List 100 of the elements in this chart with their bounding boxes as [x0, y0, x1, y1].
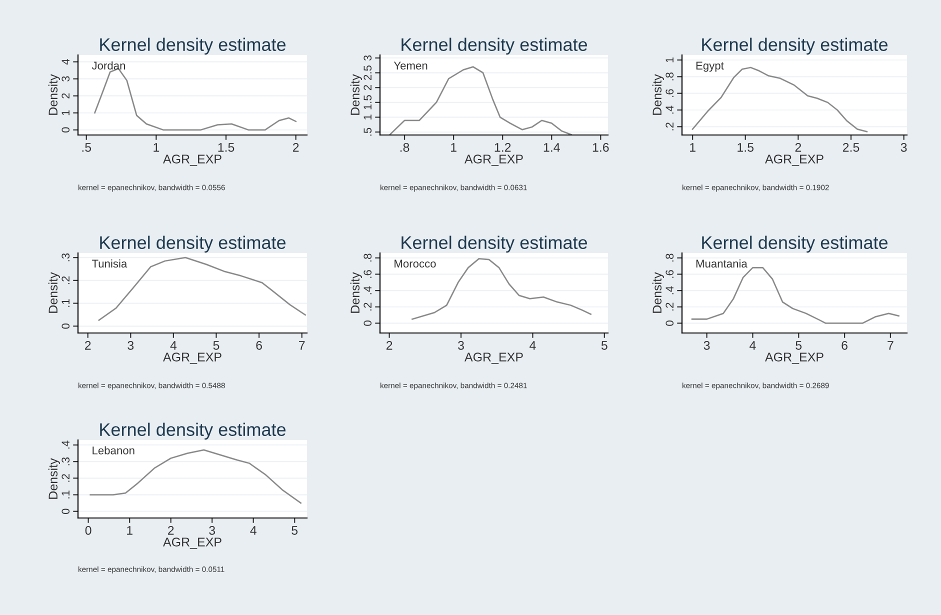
annotation: Tunisia	[92, 259, 128, 268]
x-tick-label: 1	[451, 143, 456, 152]
x-tick-label: 3	[704, 340, 710, 350]
y-tick-label: 3	[364, 55, 372, 61]
y-tick-label: 2	[364, 85, 372, 90]
x-tick-label: 4	[530, 341, 536, 350]
y-tick-label: 2	[62, 93, 70, 98]
x-tick-label: 3	[900, 142, 907, 152]
x-axis-title: AGR_EXP	[765, 352, 824, 364]
y-tick-label: 1.5	[364, 95, 372, 110]
y-tick-label: .2	[364, 302, 372, 310]
y-tick-label: .1	[62, 299, 70, 307]
y-tick-label: 1	[62, 110, 70, 116]
x-tick-label: 2.5	[842, 142, 860, 152]
y-axis-title: Density	[48, 272, 60, 313]
line-series	[691, 267, 900, 324]
x-tick-label: 1.6	[592, 142, 609, 152]
y-tick-label: 4	[62, 59, 70, 65]
x-tick-label: 1	[154, 143, 160, 152]
annotation: Lebanon	[92, 446, 134, 454]
x-axis-title: AGR_EXP	[464, 154, 523, 166]
x-axis-title: AGR_EXP	[163, 538, 222, 549]
x-tick-label: 2	[168, 526, 174, 535]
x-tick-label: 4	[250, 526, 256, 535]
x-tick-label: 1.5	[218, 143, 234, 152]
y-tick-label: .4	[666, 286, 674, 294]
y-tick-label: 1	[364, 114, 372, 120]
y-axis-title: Density	[652, 74, 664, 115]
y-tick-label: .8	[666, 254, 674, 262]
chart-title: Kernel density estimate	[100, 422, 286, 440]
y-tick-label: .5	[364, 128, 372, 136]
x-tick-label: 1.2	[494, 142, 511, 152]
y-tick-label: .2	[666, 302, 674, 310]
x-tick-label: 6	[842, 340, 848, 350]
x-tick-label: 5	[796, 341, 802, 350]
y-tick-label: 3	[62, 76, 70, 82]
x-axis-title: AGR_EXP	[163, 154, 222, 166]
y-tick-label: .2	[62, 276, 70, 284]
y-axis-title: Density	[48, 74, 60, 115]
x-tick-label: .5	[82, 143, 92, 152]
y-tick-label: .3	[62, 457, 70, 466]
y-tick-label: .8	[666, 72, 674, 80]
x-tick-label: 3	[209, 526, 216, 535]
annotation: Yemen	[394, 62, 428, 70]
annotation: Muantania	[696, 259, 748, 268]
x-axis-title: AGR_EXP	[464, 352, 523, 364]
line-series	[94, 68, 297, 131]
y-tick-label: 0	[666, 320, 674, 326]
y-tick-label: 1	[666, 57, 674, 62]
x-tick-label: 0	[85, 526, 92, 535]
x-tick-label: 2	[85, 340, 91, 350]
y-axis-title: Density	[350, 272, 362, 313]
chart-title: Kernel density estimate	[702, 38, 888, 55]
x-tick-label: 5	[292, 526, 298, 535]
y-axis-title: Density	[652, 272, 664, 313]
y-tick-label: 0	[364, 320, 372, 326]
y-tick-label: .2	[62, 474, 70, 482]
chart-title: Kernel density estimate	[402, 38, 588, 55]
y-axis-title: Density	[48, 458, 60, 499]
x-tick-label: 1.4	[544, 143, 560, 152]
x-tick-label: 5	[601, 341, 608, 350]
annotation: Egypt	[696, 62, 724, 72]
chart-title: Kernel density estimate	[702, 236, 888, 253]
annotation: Morocco	[394, 260, 436, 268]
y-tick-label: .3	[62, 253, 70, 262]
y-tick-label: .6	[666, 270, 674, 278]
x-tick-label: 3	[458, 340, 464, 350]
y-tick-label: .6	[364, 270, 372, 278]
x-tick-label: 2	[386, 340, 392, 350]
y-tick-label: .4	[364, 286, 372, 294]
x-tick-label: 4	[750, 341, 756, 350]
x-tick-label: 1.5	[738, 143, 754, 152]
x-tick-label: 5	[213, 341, 220, 350]
y-tick-label: .6	[666, 89, 674, 97]
x-tick-label: 2	[795, 142, 802, 152]
x-tick-label: .8	[400, 142, 410, 152]
x-tick-label: 4	[170, 341, 177, 350]
chart-title: Kernel density estimate	[402, 236, 588, 253]
y-axis-title: Density	[350, 74, 362, 115]
annotation: Jordan	[92, 61, 125, 70]
x-tick-label: 6	[256, 340, 262, 350]
x-tick-label: 2	[292, 142, 299, 152]
y-tick-label: .4	[666, 106, 674, 114]
y-tick-label: 0	[62, 508, 70, 514]
x-tick-label: 1	[127, 526, 132, 535]
y-tick-label: .4	[62, 440, 70, 449]
chart-title: Kernel density estimate	[100, 38, 286, 55]
x-tick-label: 3	[128, 340, 134, 350]
y-tick-label: .8	[364, 254, 372, 262]
x-axis-title: AGR_EXP	[163, 352, 222, 364]
y-tick-label: 2.5	[364, 66, 372, 80]
chart-title: Kernel density estimate	[100, 236, 286, 253]
y-tick-label: .2	[666, 122, 674, 130]
x-axis-title: AGR_EXP	[765, 154, 824, 166]
y-tick-label: 0	[62, 127, 70, 133]
x-tick-label: 7	[888, 341, 894, 350]
y-tick-label: 0	[62, 323, 70, 329]
x-tick-label: 1	[690, 143, 696, 152]
x-tick-label: 7	[299, 341, 305, 350]
y-tick-label: .1	[62, 490, 70, 498]
